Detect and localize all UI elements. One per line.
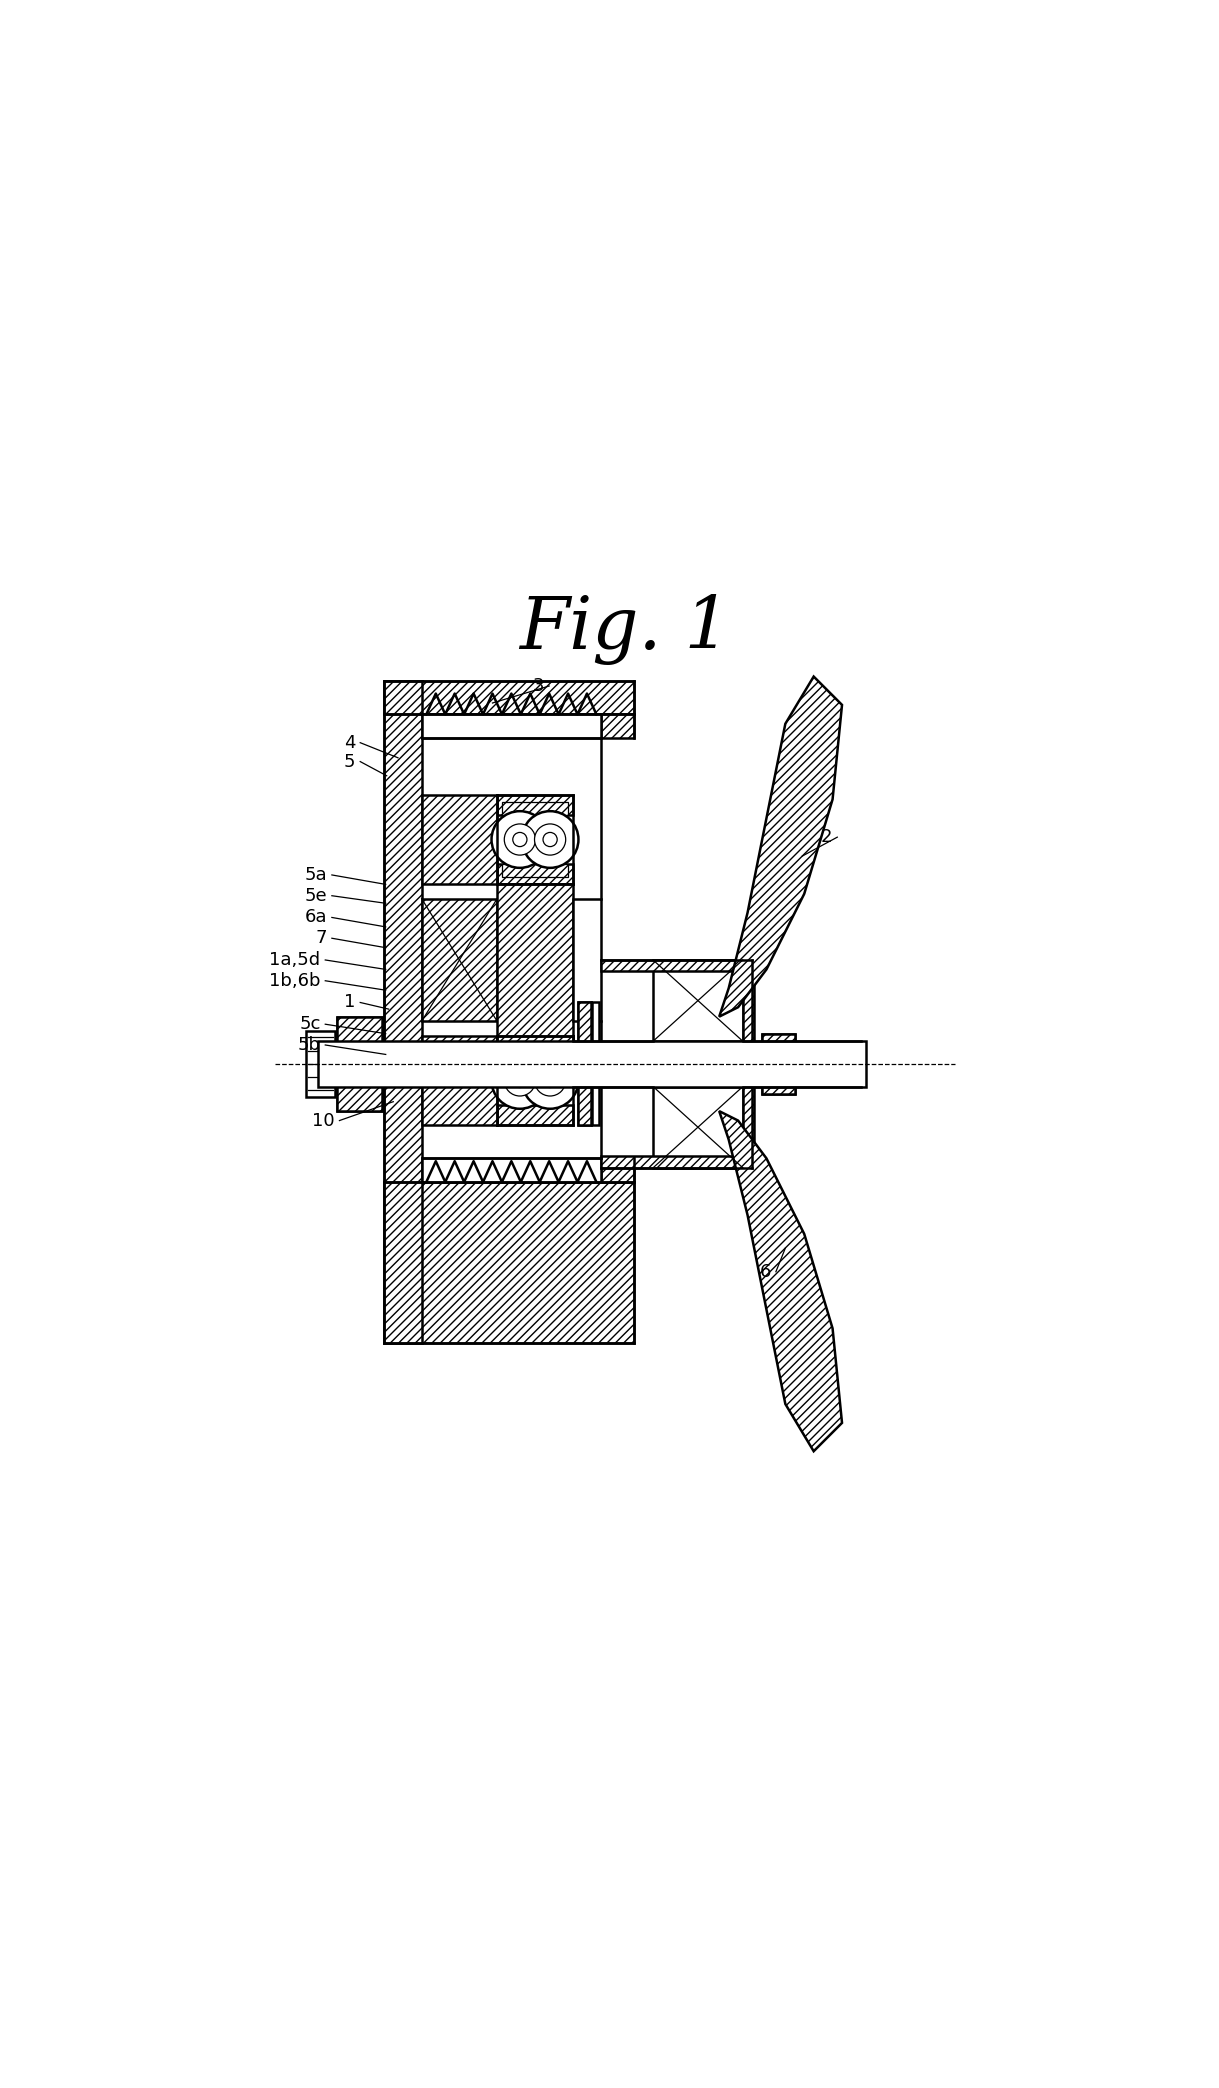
Bar	[336, 1017, 382, 1111]
Circle shape	[534, 1065, 566, 1096]
Bar	[422, 1036, 497, 1125]
Text: 2: 2	[822, 829, 833, 846]
Text: 7: 7	[316, 929, 327, 948]
Bar	[578, 1002, 591, 1125]
Polygon shape	[719, 677, 842, 1017]
Bar	[601, 960, 752, 971]
Text: 5a: 5a	[305, 867, 327, 883]
Bar	[497, 796, 573, 816]
Text: 1b,6b: 1b,6b	[269, 971, 321, 990]
Bar	[384, 681, 422, 1343]
Bar	[384, 681, 634, 714]
Bar	[502, 864, 568, 877]
Text: 5: 5	[344, 752, 356, 770]
Bar	[497, 1105, 573, 1125]
Bar	[497, 885, 573, 1042]
Text: 5b: 5b	[297, 1036, 321, 1054]
Circle shape	[513, 833, 527, 846]
Text: 5c: 5c	[299, 1015, 321, 1034]
Bar	[601, 1157, 752, 1167]
Circle shape	[542, 833, 557, 846]
Circle shape	[534, 825, 566, 856]
Circle shape	[505, 1065, 535, 1096]
Text: 1: 1	[344, 994, 356, 1011]
Text: 1a,5d: 1a,5d	[269, 950, 321, 969]
Circle shape	[505, 825, 535, 856]
Bar	[497, 864, 573, 885]
Text: 3: 3	[533, 677, 545, 695]
Bar	[742, 960, 755, 1167]
Bar	[653, 960, 742, 1042]
Bar	[336, 1017, 382, 1111]
Bar	[578, 1002, 591, 1125]
Bar	[384, 1182, 634, 1343]
Bar	[422, 714, 601, 737]
Circle shape	[491, 1052, 549, 1109]
Bar	[762, 1034, 795, 1094]
Bar	[502, 802, 568, 816]
Text: 4: 4	[344, 733, 356, 752]
Bar	[601, 714, 634, 737]
Bar	[318, 1042, 865, 1086]
Bar	[422, 1159, 601, 1182]
Circle shape	[491, 810, 549, 869]
Circle shape	[513, 1073, 527, 1088]
Bar	[601, 1159, 634, 1182]
Circle shape	[522, 1052, 579, 1109]
Text: Fig. 1: Fig. 1	[519, 593, 730, 664]
Bar	[422, 796, 497, 885]
Bar	[573, 898, 601, 1021]
Bar	[306, 1031, 335, 1096]
Text: 6a: 6a	[305, 908, 327, 927]
Bar	[422, 898, 497, 1021]
Bar	[653, 1086, 742, 1167]
Bar	[497, 1036, 573, 1086]
Circle shape	[542, 1073, 557, 1088]
Circle shape	[522, 810, 579, 869]
Text: 10: 10	[312, 1111, 335, 1130]
Polygon shape	[719, 1111, 842, 1451]
Text: 5e: 5e	[305, 887, 327, 904]
Bar	[591, 1002, 600, 1125]
Text: 6: 6	[759, 1263, 772, 1280]
Bar	[762, 1034, 795, 1094]
Bar	[497, 1036, 573, 1057]
